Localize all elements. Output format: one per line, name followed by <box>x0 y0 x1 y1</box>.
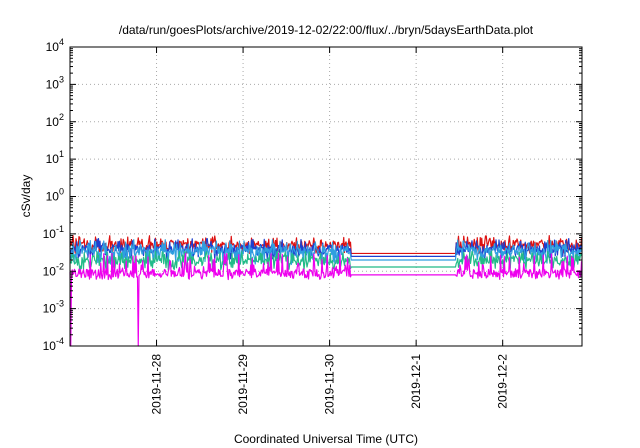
y-tick-label: 10-2 <box>43 261 64 278</box>
y-tick-mantissa: 10 <box>43 264 57 278</box>
plot-series <box>69 235 583 347</box>
data-series-line <box>69 239 583 266</box>
y-tick-mantissa: 10 <box>46 115 60 129</box>
y-tick-exponent: 1 <box>59 149 64 159</box>
y-tick-label: 104 <box>46 37 64 54</box>
y-tick-mantissa: 10 <box>43 339 57 353</box>
y-tick-exponent: -2 <box>56 261 64 271</box>
x-axis-label: Coordinated Universal Time (UTC) <box>234 432 418 446</box>
y-axis-label: cSv/day <box>19 175 33 218</box>
y-tick-label: 103 <box>46 74 64 91</box>
x-tick-label: 2019-11-30 <box>323 354 337 415</box>
y-tick-mantissa: 10 <box>43 227 57 241</box>
y-tick-mantissa: 10 <box>46 77 60 91</box>
x-tick-label: 2019-12-1 <box>409 354 423 409</box>
grid <box>70 46 582 347</box>
y-tick-label: 101 <box>46 149 64 166</box>
y-tick-exponent: 4 <box>59 37 64 47</box>
x-tick-label: 2019-12-2 <box>496 354 510 409</box>
y-tick-exponent: 3 <box>59 74 64 84</box>
data-series-line <box>69 250 583 271</box>
x-tick-label: 2019-11-28 <box>150 354 164 415</box>
y-tick-mantissa: 10 <box>46 190 60 204</box>
y-tick-exponent: -4 <box>56 336 64 346</box>
axis-ticks <box>70 46 582 347</box>
data-series-line <box>69 252 583 347</box>
y-tick-label: 100 <box>46 187 64 204</box>
x-tick-labels: 2019-11-28 2019-11-29 2019-11-30 2019-12-1 2… <box>150 354 510 415</box>
y-tick-label: 10-4 <box>43 336 64 353</box>
y-tick-exponent: 2 <box>59 112 64 122</box>
y-tick-exponent: 0 <box>59 187 64 197</box>
chart-title: /data/run/goesPlots/archive/2019-12-02/2… <box>119 23 534 37</box>
y-tick-mantissa: 10 <box>43 302 57 316</box>
y-tick-label: 102 <box>46 112 64 129</box>
x-tick-label: 2019-11-29 <box>236 354 250 415</box>
y-tick-exponent: -1 <box>56 224 64 234</box>
y-tick-label: 10-1 <box>43 224 64 241</box>
y-tick-label: 10-3 <box>43 299 64 316</box>
y-tick-exponent: -3 <box>56 299 64 309</box>
y-tick-mantissa: 10 <box>46 40 60 54</box>
y-tick-mantissa: 10 <box>46 152 60 166</box>
